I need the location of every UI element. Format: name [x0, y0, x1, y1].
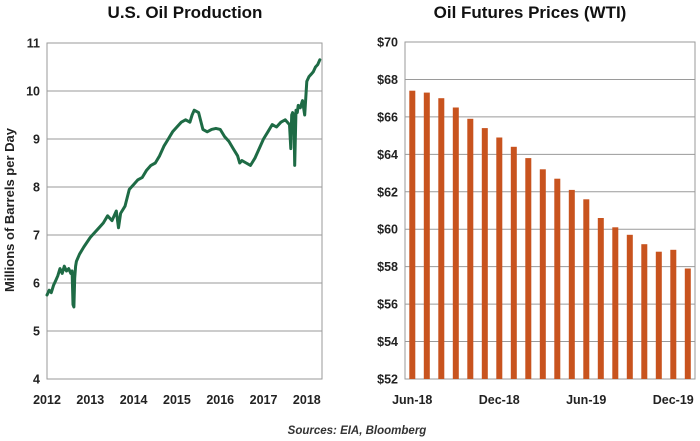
futures-bar — [539, 169, 546, 379]
futures-bar — [684, 268, 691, 379]
futures-y-tick: $68 — [377, 73, 398, 87]
production-y-tick: 5 — [33, 325, 40, 339]
futures-bar — [496, 137, 503, 379]
futures-y-tick: $56 — [377, 298, 398, 312]
futures-bar — [568, 189, 575, 379]
production-y-tick: 4 — [33, 373, 40, 387]
futures-y-tick: $70 — [377, 36, 398, 50]
futures-y-tick: $58 — [377, 260, 398, 274]
production-x-tick: 2012 — [33, 393, 61, 407]
futures-y-tick: $60 — [377, 223, 398, 237]
production-y-tick: 7 — [33, 229, 40, 243]
futures-y-tick: $54 — [377, 335, 398, 349]
futures-bar — [626, 234, 633, 379]
production-chart-title: U.S. Oil Production — [108, 3, 263, 22]
futures-chart-title: Oil Futures Prices (WTI) — [434, 3, 627, 22]
production-y-tick: 11 — [27, 37, 40, 51]
futures-bar — [597, 218, 604, 379]
production-x-tick: 2018 — [293, 393, 321, 407]
futures-bar — [452, 107, 459, 379]
production-series-line — [45, 58, 322, 309]
futures-x-tick: Dec-19 — [653, 393, 694, 407]
futures-y-tick: $52 — [377, 373, 398, 387]
production-x-tick: 2017 — [250, 393, 278, 407]
futures-bar — [438, 98, 445, 379]
futures-y-tick: $62 — [377, 185, 398, 199]
production-x-tick: 2014 — [120, 393, 148, 407]
futures-bar — [655, 251, 662, 379]
futures-bar — [554, 178, 561, 379]
futures-bar — [641, 244, 648, 379]
production-plot-frame — [46, 42, 323, 380]
production-y-tick: 9 — [33, 133, 40, 147]
futures-bar — [481, 128, 488, 379]
production-y-axis-label: Millions of Barrels per Day — [2, 127, 17, 292]
futures-bar — [525, 158, 532, 379]
production-x-tick: 2015 — [163, 393, 191, 407]
futures-bar — [670, 249, 677, 379]
production-y-tick: 10 — [26, 85, 40, 99]
futures-y-tick: $64 — [377, 148, 398, 162]
production-x-tick: 2013 — [76, 393, 104, 407]
futures-bar — [583, 199, 590, 379]
production-x-tick: 2016 — [206, 393, 234, 407]
futures-bar — [409, 90, 416, 379]
futures-bar — [612, 227, 619, 379]
futures-bar — [423, 92, 430, 379]
futures-x-tick: Jun-18 — [392, 393, 432, 407]
production-y-tick: 8 — [33, 181, 40, 195]
futures-bar — [467, 118, 474, 380]
futures-bar — [510, 146, 517, 379]
futures-plot-frame — [404, 41, 696, 380]
sources-note: Sources: EIA, Bloomberg — [288, 425, 427, 437]
futures-x-tick: Jun-19 — [566, 393, 606, 407]
futures-y-tick: $66 — [377, 110, 398, 124]
production-y-tick: 6 — [33, 277, 40, 291]
futures-x-tick: Dec-18 — [479, 393, 520, 407]
